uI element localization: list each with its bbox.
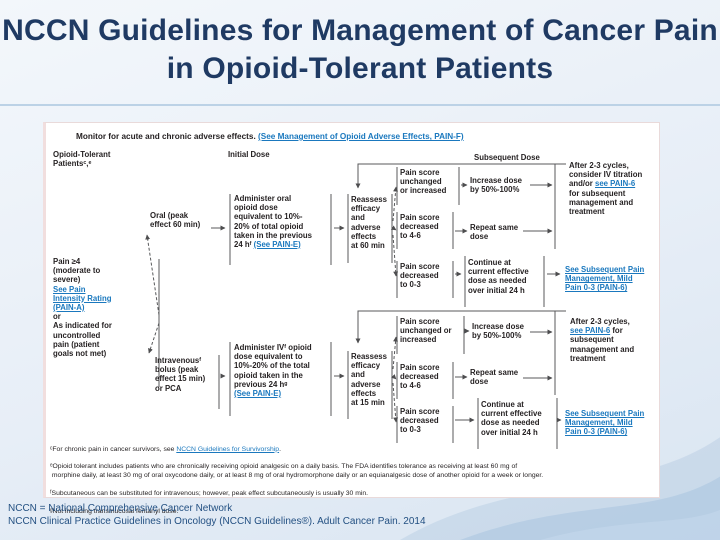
after-cycles-oral-pre: After 2-3 cycles, consider IV titration … [569, 161, 643, 189]
title-divider [0, 104, 720, 106]
link-survivorship[interactable]: NCCN Guidelines for Survivorship [176, 445, 280, 453]
repeat-dose-iv: Repeat same dose [470, 368, 519, 387]
continue-dose-iv-box: Continue at current effective dose as ne… [481, 400, 542, 437]
link-pain-6-oral[interactable]: see PAIN-6 [595, 179, 636, 189]
pain-score-dec46-iv: Pain score decreased to 4-6 [400, 363, 440, 391]
link-pain-6-iv[interactable]: see PAIN-6 [570, 326, 611, 336]
link-pain-f[interactable]: (See Management of Opioid Adverse Effect… [258, 132, 464, 141]
pain-entry-top: Pain ≥4 (moderate to severe) [53, 257, 101, 285]
flowchart-panel: Monitor for acute and chronic adverse ef… [43, 122, 662, 515]
column-label-initial-dose: Initial Dose [228, 150, 270, 159]
reassess-60-box: Reassess efficacy and adverse effects at… [351, 195, 387, 250]
pain-score-dec03-iv: Pain score decreased to 0-3 [400, 407, 440, 435]
reassess-15-box: Reassess efficacy and adverse effects at… [351, 352, 387, 407]
increase-dose-iv: Increase dose by 50%-100% [472, 322, 525, 341]
after-cycles-iv-post: for subsequent management and treatment [570, 326, 635, 363]
pain-score-unchanged-oral: Pain score unchanged or increased [400, 168, 447, 196]
increase-dose-oral: Increase dose by 50%-100% [470, 176, 523, 195]
pain-score-unchanged-iv: Pain score unchanged or increased [400, 317, 452, 345]
slide-footer-line2: NCCN Clinical Practice Guidelines in Onc… [8, 516, 426, 527]
footnotes: ᶜFor chronic pain in cancer survivors, s… [50, 437, 655, 525]
flowchart-connectors [145, 163, 566, 449]
after-cycles-oral-post: for subsequent management and treatment [569, 188, 634, 216]
link-pain-e-iv[interactable]: (See PAIN-E) [234, 388, 282, 398]
link-subsequent-pain-oral[interactable]: See Subsequent Pain Management, Mild Pai… [565, 265, 645, 293]
repeat-dose-oral: Repeat same dose [470, 223, 519, 242]
after-cycles-oral: After 2-3 cycles, consider IV titration … [569, 161, 661, 216]
after-cycles-iv: After 2-3 cycles, see PAIN-6 for subsequ… [570, 317, 662, 363]
link-pain-e-oral[interactable]: (See PAIN-E) [253, 239, 301, 249]
administer-oral-box: Administer oral opioid dose equivalent t… [234, 194, 329, 249]
footnote-c: ᶜFor chronic pain in cancer survivors, s… [50, 446, 655, 455]
route-oral-label: Oral (peak effect 60 min) [150, 211, 201, 230]
column-label-subsequent-dose: Subsequent Dose [474, 153, 540, 162]
slide-title: NCCN Guidelines for Management of Cancer… [2, 14, 718, 86]
slide-footer-line1: NCCN = National Comprehensive Cancer Net… [8, 503, 233, 514]
link-subsequent-pain-iv[interactable]: See Subsequent Pain Management, Mild Pai… [565, 409, 645, 437]
pain-score-dec46-oral: Pain score decreased to 4-6 [400, 213, 440, 241]
footnote-g: ᵍNot including transmucosal fentanyl dos… [50, 507, 179, 515]
monitor-banner: Monitor for acute and chronic adverse ef… [76, 132, 464, 142]
column-label-patients: Opioid-Tolerant Patientsᶜ,ᵉ [53, 150, 111, 169]
after-cycles-iv-pre: After 2-3 cycles, [570, 317, 630, 326]
administer-iv-box: Administer IVᶠ opioid dose equivalent to… [234, 343, 331, 398]
monitor-text: Monitor for acute and chronic adverse ef… [76, 132, 258, 141]
continue-dose-oral-box: Continue at current effective dose as ne… [468, 258, 529, 295]
footnote-c-period: . [279, 445, 281, 453]
route-iv-label: Intravenousᶠ bolus (peak effect 15 min) … [155, 356, 206, 393]
administer-oral-text: Administer oral opioid dose equivalent t… [234, 194, 312, 249]
pain-entry-bottom: or As indicated for uncontrolled pain (p… [53, 312, 112, 358]
pain-entry-block: Pain ≥4 (moderate to severe) See Pain In… [53, 257, 157, 358]
footnote-e: ᵉOpioid tolerant includes patients who a… [50, 463, 544, 480]
slide-footer: NCCN = National Comprehensive Cancer Net… [8, 502, 426, 528]
footnote-c-text: ᶜFor chronic pain in cancer survivors, s… [50, 445, 177, 453]
link-pain-a[interactable]: See Pain Intensity Rating (PAIN-A) [53, 284, 112, 312]
administer-iv-text: Administer IVᶠ opioid dose equivalent to… [234, 343, 312, 389]
pain-score-dec03-oral: Pain score decreased to 0-3 [400, 262, 440, 290]
footnote-f: ᶠSubcutaneous can be substituted for int… [50, 489, 369, 497]
